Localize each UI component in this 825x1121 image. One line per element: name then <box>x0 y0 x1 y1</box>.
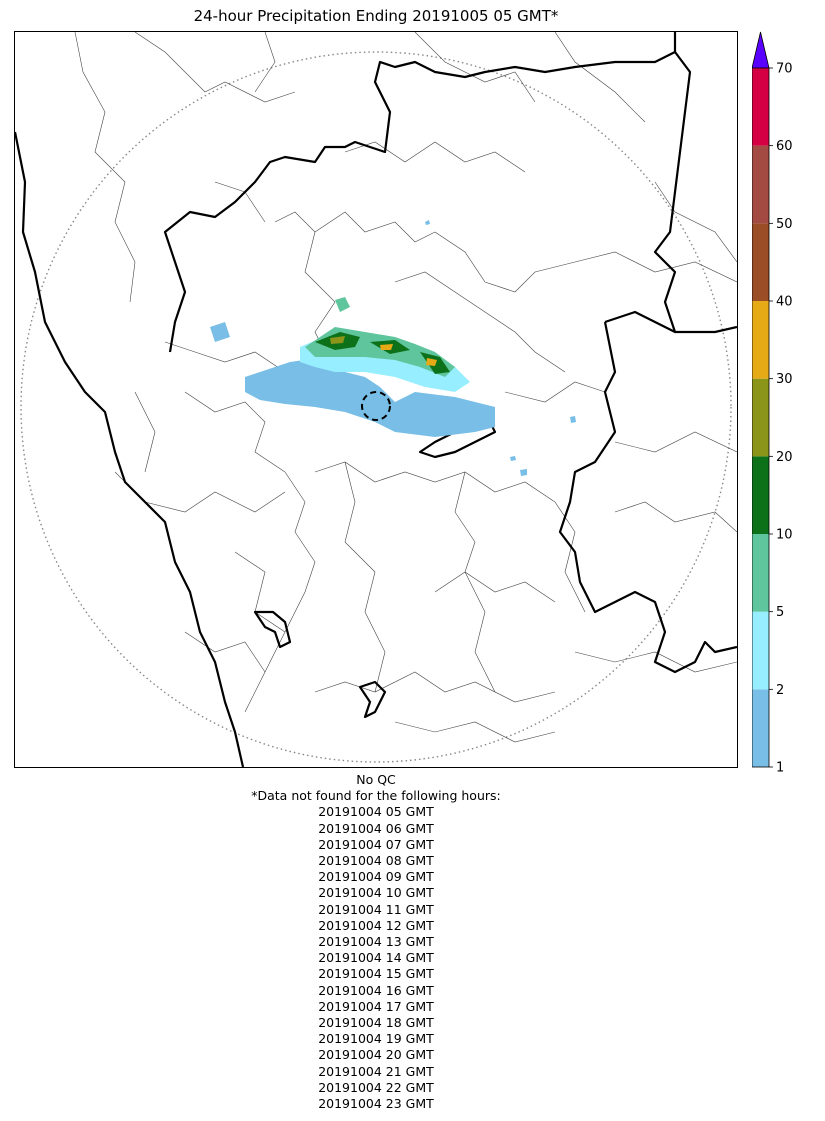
colorbar-segment <box>752 456 769 534</box>
missing-hour-item: 20191004 07 GMT <box>318 836 434 852</box>
colorbar-segment <box>752 301 769 379</box>
colorbar-tick-label: 30 <box>776 372 793 387</box>
missing-hour-item: 20191004 11 GMT <box>318 901 434 917</box>
map-title: 24-hour Precipitation Ending 20191005 05… <box>193 7 559 25</box>
colorbar-segment <box>752 611 769 690</box>
missing-hour-item: 20191004 10 GMT <box>318 885 434 901</box>
colorbar-segment <box>752 378 769 457</box>
missing-hour-item: 20191004 06 GMT <box>318 820 434 836</box>
colorbar-tick-label: 40 <box>776 295 793 310</box>
missing-hour-item: 20191004 15 GMT <box>318 966 434 982</box>
colorbar-tick-label: 50 <box>776 217 793 232</box>
missing-hour-item: 20191004 08 GMT <box>318 853 434 869</box>
colorbar-segment <box>752 534 769 612</box>
missing-hour-item: 20191004 14 GMT <box>318 950 434 966</box>
colorbar-tick-label: 20 <box>776 450 793 465</box>
data-notes: No QC *Data not found for the following … <box>14 772 738 1112</box>
state-boundaries <box>15 32 737 767</box>
missing-hour-item: 20191004 17 GMT <box>318 998 434 1014</box>
colorbar-tick-label: 70 <box>776 62 793 77</box>
district-boundaries <box>74 32 737 743</box>
missing-hour-item: 20191004 09 GMT <box>318 869 434 885</box>
missing-data-header: *Data not found for the following hours: <box>251 788 501 804</box>
precipitation-echoes <box>210 220 576 476</box>
colorbar-tick-label: 60 <box>776 139 793 154</box>
colorbar-segment <box>752 689 769 767</box>
qc-note: No QC <box>356 772 396 787</box>
colorbar-tick-label: 5 <box>776 605 784 620</box>
colorbar-tick-label: 2 <box>776 683 784 698</box>
missing-hour-item: 20191004 16 GMT <box>318 982 434 998</box>
colorbar-segment <box>752 145 769 224</box>
missing-hour-item: 20191004 05 GMT <box>318 804 434 820</box>
missing-hour-item: 20191004 13 GMT <box>318 934 434 950</box>
missing-hours-list: 20191004 05 GMT 20191004 06 GMT 20191004 0… <box>14 804 738 1112</box>
missing-hour-item: 20191004 23 GMT <box>318 1096 434 1112</box>
colorbar-frame <box>751 67 770 768</box>
colorbar-segment <box>752 68 769 146</box>
colorbar-tick-label: 10 <box>776 528 793 543</box>
missing-hour-item: 20191004 22 GMT <box>318 1079 434 1095</box>
precipitation-colorbar: 1 2 5 10 20 30 40 50 60 70 <box>751 30 822 776</box>
missing-hour-item: 20191004 21 GMT <box>318 1063 434 1079</box>
colorbar-segment <box>752 223 769 301</box>
missing-hour-item: 20191004 12 GMT <box>318 917 434 933</box>
colorbar-extend-arrow <box>751 31 770 69</box>
colorbar-tick-label: 1 <box>776 761 784 776</box>
precipitation-map <box>14 31 738 768</box>
missing-hour-item: 20191004 20 GMT <box>318 1047 434 1063</box>
missing-hour-item: 20191004 18 GMT <box>318 1015 434 1031</box>
radar-location-marker <box>361 391 391 421</box>
missing-hour-item: 20191004 19 GMT <box>318 1031 434 1047</box>
radar-range-ring <box>20 51 732 763</box>
